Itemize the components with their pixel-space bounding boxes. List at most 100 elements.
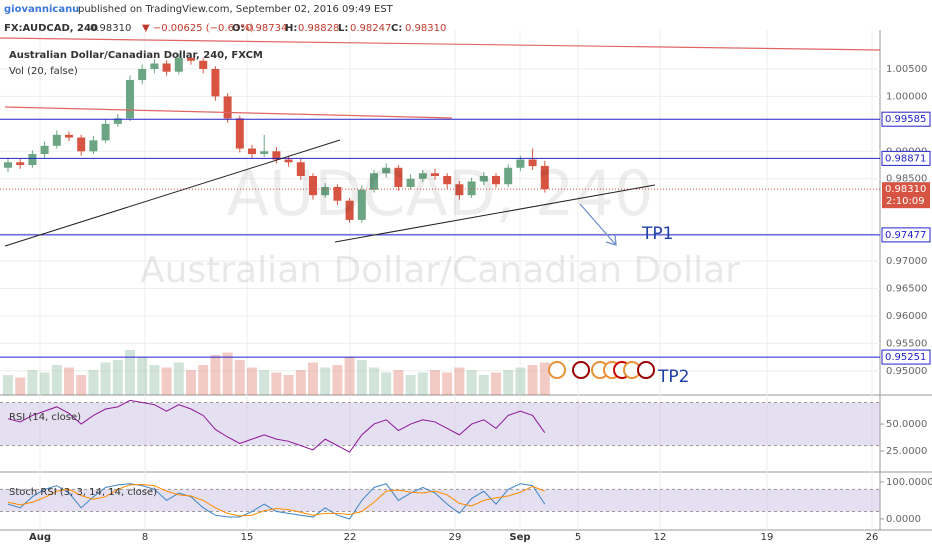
candle-body xyxy=(284,159,293,163)
change: ▼ −0.00625 (−0.63%) xyxy=(142,23,254,34)
candle-body xyxy=(309,176,317,196)
volume-bar xyxy=(234,360,245,395)
trend-line xyxy=(4,106,453,119)
candle-body xyxy=(126,79,134,119)
y-tick-label: 1.00000 xyxy=(886,91,927,102)
level-tag xyxy=(881,227,931,243)
y-tick-label: 0.96000 xyxy=(886,311,927,322)
candle-body xyxy=(248,148,256,155)
candle-body xyxy=(40,145,49,155)
candle-body xyxy=(187,57,195,61)
volume-bar xyxy=(161,367,172,395)
candle-body xyxy=(528,159,537,167)
volume-bar xyxy=(344,357,355,395)
y-tick-label: 0.0000 xyxy=(886,514,921,525)
c-label: C: xyxy=(391,23,402,34)
arrow xyxy=(579,203,617,246)
candle-body xyxy=(345,200,354,220)
last: 0.98310 xyxy=(90,23,131,34)
stoch-title: Stoch RSI (3, 3, 14, 14, close) xyxy=(9,487,157,498)
candle-body xyxy=(52,134,61,146)
x-tick-label: 5 xyxy=(575,532,581,543)
candle-body xyxy=(138,68,147,80)
y-tick-label: 0.96500 xyxy=(886,284,927,295)
candle-body xyxy=(260,151,269,155)
candle-body xyxy=(89,140,98,152)
candle-body xyxy=(77,137,86,152)
candle-body xyxy=(492,176,500,185)
level-label: 0.98871 xyxy=(885,153,926,164)
volume-bar xyxy=(320,367,331,395)
h-label: H: xyxy=(285,23,297,34)
volume-bar xyxy=(64,367,74,395)
volume-bar xyxy=(100,362,111,395)
trend-line xyxy=(0,37,881,51)
rsi-title: RSI (14, close) xyxy=(9,412,81,423)
candle-body xyxy=(431,173,439,176)
volume-bar xyxy=(112,360,123,395)
volume-bar xyxy=(491,372,501,395)
x-tick-label: 29 xyxy=(449,532,462,543)
level-tag xyxy=(881,349,931,365)
candle-body xyxy=(235,118,244,149)
candle-body xyxy=(321,186,330,196)
countdown: 2:10:09 xyxy=(886,196,925,207)
volume-bar xyxy=(222,352,233,395)
l-label: L: xyxy=(338,23,348,34)
candle-body xyxy=(504,167,513,185)
candle-body xyxy=(467,181,476,196)
volume-bar xyxy=(430,370,440,395)
volume-bar xyxy=(454,367,465,395)
o: 0.98734 xyxy=(246,23,287,34)
volume-bar xyxy=(308,362,318,395)
y-tick-label: 100.0000 xyxy=(886,477,932,488)
volume-bar xyxy=(39,372,50,395)
level-tag xyxy=(881,150,931,166)
volume-label: Vol (20, false) xyxy=(9,66,78,77)
candle-body xyxy=(199,60,208,69)
indicator-line xyxy=(7,484,545,517)
volume-bar xyxy=(27,370,38,395)
x-tick-label: 12 xyxy=(654,532,667,543)
symbol: FX:AUDCAD, 240 xyxy=(4,23,98,34)
candle-body xyxy=(162,63,171,72)
volume-bar xyxy=(259,370,270,395)
candle-body xyxy=(516,159,525,168)
x-tick-label: 8 xyxy=(142,532,148,543)
candle-body xyxy=(174,57,183,72)
price-label: 0.98310 xyxy=(885,184,926,195)
x-tick-label: 19 xyxy=(761,532,774,543)
volume-bar xyxy=(15,377,26,395)
level-label: 0.95251 xyxy=(885,352,926,363)
trend-line xyxy=(334,184,656,243)
arrow-head xyxy=(605,234,617,246)
y-tick-label: 0.95500 xyxy=(886,338,927,349)
volume-bar xyxy=(271,372,282,395)
band xyxy=(0,489,880,512)
indicator-line xyxy=(7,483,546,520)
volume-bar xyxy=(149,365,160,395)
volume-bar xyxy=(247,367,257,395)
candle-body xyxy=(370,173,378,190)
candle-body xyxy=(4,162,12,168)
h: 0.98828 xyxy=(298,23,339,34)
published: published on TradingView.com, September … xyxy=(78,4,394,15)
plot: Aug8152229Sep51219261.005001.000000.9900… xyxy=(0,30,932,543)
publisher[interactable]: giovannicanu xyxy=(4,4,79,15)
volume-bar xyxy=(210,355,221,395)
l: 0.98247 xyxy=(350,23,391,34)
annotation: TP1 xyxy=(641,224,673,244)
event-icons xyxy=(548,361,655,379)
volume-bar xyxy=(515,367,526,395)
level-label: 0.99585 xyxy=(885,114,926,125)
candle-body xyxy=(113,118,122,124)
volume-bar xyxy=(198,365,209,395)
volume-bar xyxy=(137,357,148,395)
candle-body xyxy=(382,167,391,174)
indicator-line xyxy=(7,399,546,453)
candle-body xyxy=(223,96,232,119)
volume-bar xyxy=(417,372,428,395)
